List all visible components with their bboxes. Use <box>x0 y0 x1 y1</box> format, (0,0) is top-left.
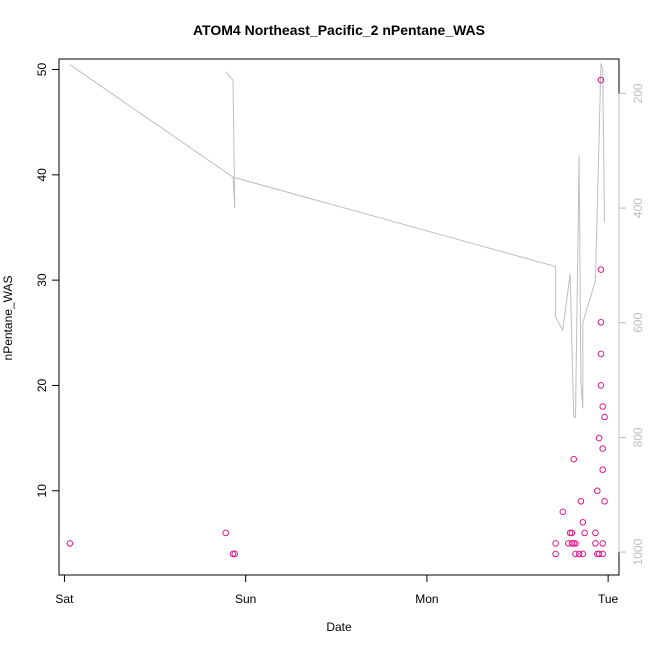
data-point-0 <box>66 540 74 547</box>
data-point-20 <box>592 529 599 537</box>
data-point-18 <box>579 519 587 526</box>
data-point-26 <box>597 266 605 273</box>
data-point-9 <box>568 540 576 547</box>
data-point-2 <box>229 550 237 558</box>
data-point-23 <box>594 487 601 495</box>
right-y-tick-label-1: 400 <box>631 198 645 218</box>
y-axis: 10 20 30 40 50 <box>35 63 60 498</box>
x-axis-label: Date <box>326 620 352 634</box>
data-point-27 <box>597 76 605 84</box>
data-point-35 <box>599 550 607 558</box>
right-y-tick-label-2: 600 <box>631 312 645 332</box>
x-tick-label-2: Mon <box>415 592 438 606</box>
x-tick-label-3: Tue <box>598 592 619 606</box>
data-point-4 <box>552 540 559 547</box>
y-tick-label-0: 10 <box>35 484 49 498</box>
data-point-34 <box>599 540 607 547</box>
y-tick-label-1: 20 <box>35 378 49 392</box>
data-point-1 <box>222 529 229 537</box>
data-point-17 <box>579 550 587 558</box>
y-tick-label-4: 50 <box>35 63 49 77</box>
series-points <box>66 76 608 558</box>
series-line-segment-0 <box>69 64 236 209</box>
plot-frame <box>58 58 620 576</box>
data-point-33 <box>599 466 607 474</box>
data-point-16 <box>577 498 585 505</box>
right-y-axis: 200 400 600 800 1000 <box>618 83 645 565</box>
data-point-10 <box>568 529 576 537</box>
data-point-32 <box>599 445 607 452</box>
data-point-29 <box>597 350 605 358</box>
right-y-tick-label-4: 1000 <box>631 538 645 565</box>
data-point-15 <box>575 550 583 558</box>
data-point-12 <box>570 540 578 547</box>
data-point-14 <box>572 550 579 558</box>
data-point-21 <box>592 540 599 547</box>
data-point-5 <box>552 550 559 558</box>
y-axis-label: nPentane_WAS <box>1 276 15 361</box>
series-lines <box>69 62 605 419</box>
y-tick-label-3: 40 <box>35 168 49 182</box>
data-point-36 <box>601 413 608 421</box>
data-point-11 <box>570 455 578 463</box>
x-tick-label-0: Sat <box>55 592 74 606</box>
chart-title: ATOM4 Northeast_Pacific_2 nPentane_WAS <box>193 22 485 38</box>
x-axis: Sat Sun Mon Tue <box>55 574 619 606</box>
data-point-28 <box>597 319 605 326</box>
data-point-30 <box>597 382 605 389</box>
data-point-19 <box>581 529 588 537</box>
data-point-13 <box>572 540 579 547</box>
right-y-tick-label-3: 800 <box>631 427 645 447</box>
x-tick-label-1: Sun <box>235 592 256 606</box>
data-point-3 <box>231 550 239 558</box>
data-point-24 <box>595 550 603 558</box>
data-point-31 <box>599 403 607 410</box>
data-point-8 <box>566 529 574 537</box>
y-tick-label-2: 30 <box>35 273 49 287</box>
data-point-37 <box>601 498 608 505</box>
data-point-6 <box>559 508 567 516</box>
data-point-25 <box>595 434 603 442</box>
series-line-segment-1 <box>232 62 605 419</box>
right-y-tick-label-0: 200 <box>631 83 645 103</box>
